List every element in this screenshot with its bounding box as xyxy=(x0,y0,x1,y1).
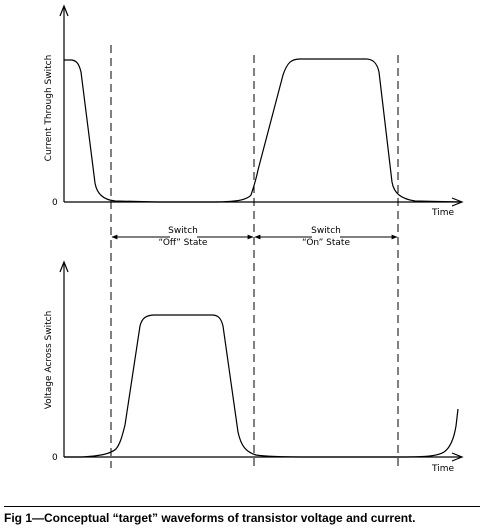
top-axes xyxy=(59,4,464,207)
caption-divider xyxy=(4,506,480,507)
top-x-arrowhead xyxy=(451,197,464,207)
bottom-time-label: Time xyxy=(431,464,454,474)
on-state-label-line2: “On” State xyxy=(302,238,350,248)
bottom-x-arrowhead xyxy=(451,452,464,462)
voltage-waveform xyxy=(64,314,459,458)
bottom-y-arrowhead xyxy=(59,260,69,273)
bottom-axes xyxy=(59,260,464,462)
top-y-arrowhead xyxy=(59,4,69,17)
current-waveform xyxy=(64,58,461,203)
bottom-zero-label: 0 xyxy=(52,453,58,463)
top-time-label: Time xyxy=(431,208,454,218)
bottom-y-label: Voltage Across Switch xyxy=(44,311,54,410)
top-zero-label: 0 xyxy=(52,198,58,208)
off-state-label-line2: “Off” State xyxy=(159,238,208,248)
on-state-label-line1: Switch xyxy=(311,226,341,236)
figure-caption: Fig 1—Conceptual “target” waveforms of t… xyxy=(4,511,416,525)
off-state-label-line1: Switch xyxy=(168,226,198,236)
top-y-label: Current Through Switch xyxy=(44,55,54,162)
state-boundaries xyxy=(110,45,399,468)
